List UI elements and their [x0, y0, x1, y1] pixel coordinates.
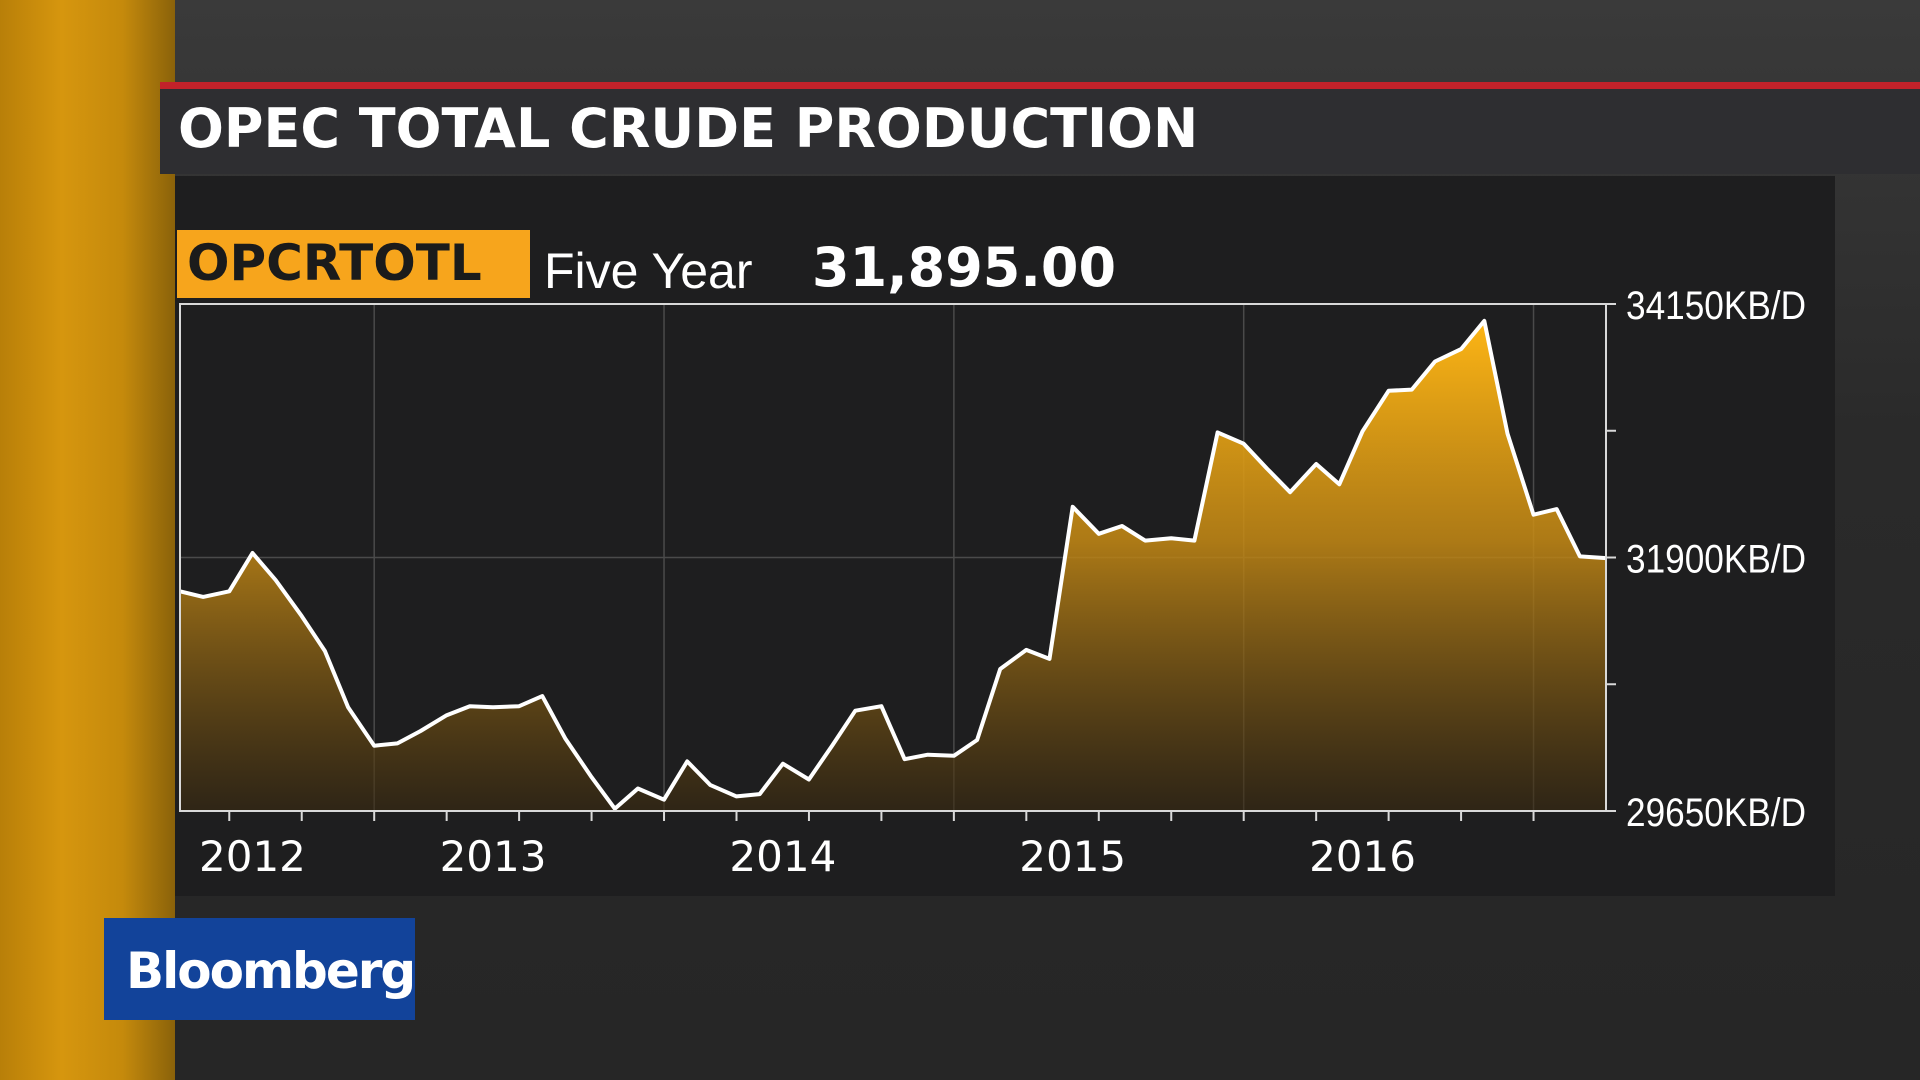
x-tick-label: 2016 — [1309, 832, 1416, 881]
chart-title: OPEC TOTAL CRUDE PRODUCTION — [178, 97, 1199, 160]
ticker-label: OPCRTOTL — [187, 234, 482, 292]
bloomberg-logo: Bloomberg — [104, 918, 416, 1020]
title-bar: OPEC TOTAL CRUDE PRODUCTION — [160, 82, 1920, 174]
series-line — [179, 318, 1607, 811]
x-tick-label: 2015 — [1019, 832, 1126, 881]
series-area — [180, 320, 1606, 811]
last-value: 31,895.00 — [812, 236, 1117, 299]
y-tick-label: 34150KB/D — [1626, 284, 1806, 328]
x-tick-label: 2014 — [729, 832, 836, 881]
y-tick-label: 31900KB/D — [1626, 538, 1806, 582]
brand-label: Bloomberg — [126, 942, 416, 1000]
axes: 29650KB/D 31900KB/D 34150KB/D 2012 2013 2014 2… — [199, 284, 1806, 881]
x-tick-label: 2012 — [199, 832, 306, 881]
ticker-badge: OPCRTOTL — [177, 230, 530, 298]
background-left-stripe — [0, 0, 175, 1080]
y-tick-label: 29650KB/D — [1626, 791, 1806, 835]
x-tick-label: 2013 — [440, 832, 547, 881]
period-label: Five Year — [544, 243, 753, 299]
